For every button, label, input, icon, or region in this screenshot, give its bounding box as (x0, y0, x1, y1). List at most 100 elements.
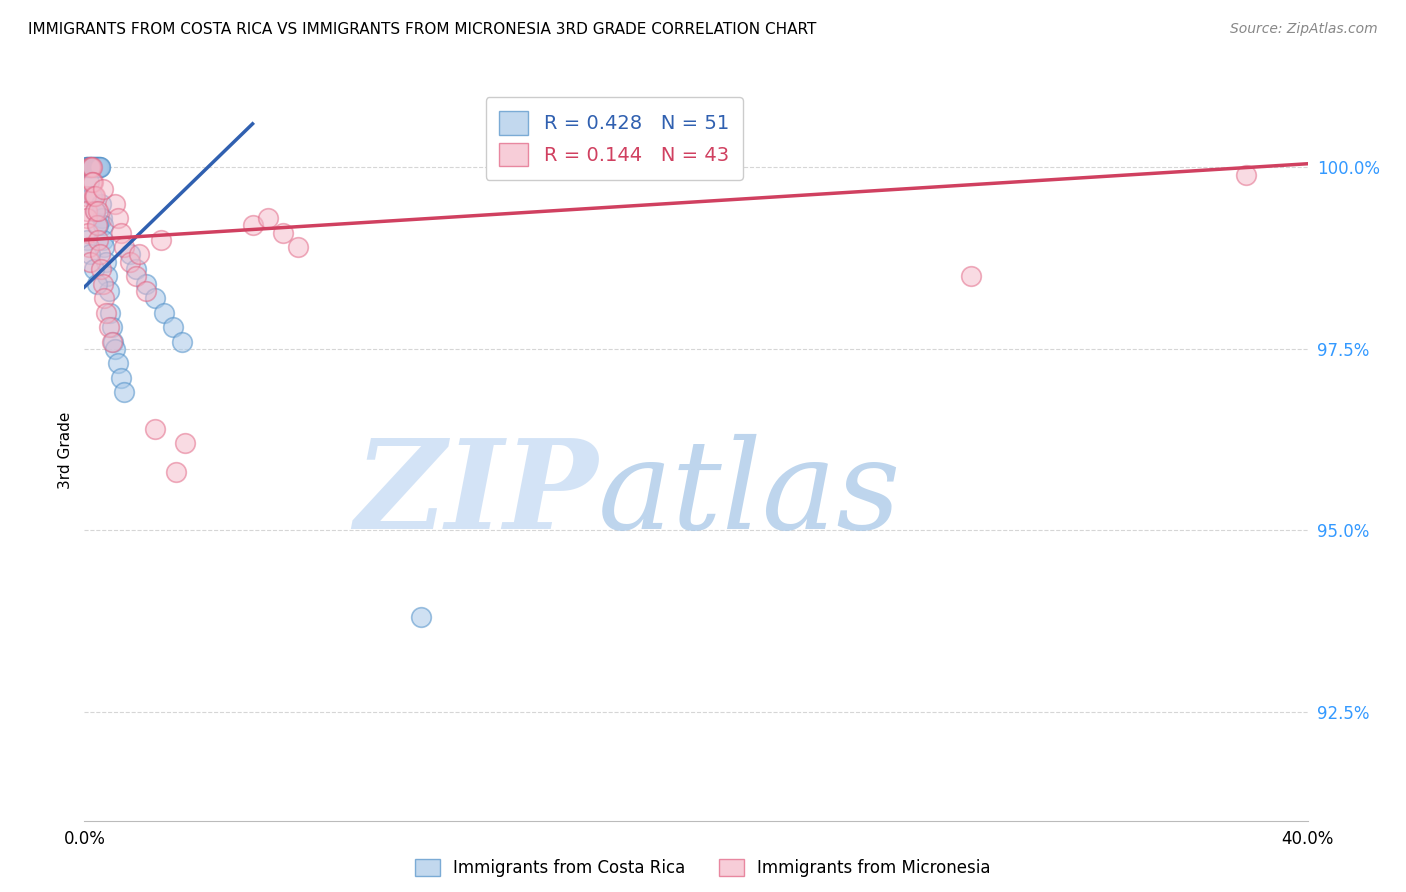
Point (112, 385, 135, 400)
Point (84, 203, 107, 218)
Point (120, 254, 142, 268)
Legend: Immigrants from Costa Rica, Immigrants from Micronesia: Immigrants from Costa Rica, Immigrants f… (409, 852, 997, 884)
Point (110, 371, 132, 385)
Point (172, 334, 194, 349)
Point (94, 305, 117, 319)
Point (104, 196, 127, 211)
Point (93, 240, 115, 254)
Point (98, 305, 121, 319)
Point (77, 240, 100, 254)
Y-axis label: 3rd Grade: 3rd Grade (58, 412, 73, 489)
Point (97, 284, 120, 298)
Point (91, 277, 114, 291)
Point (143, 291, 166, 305)
Point (135, 277, 157, 291)
Point (96, 269, 118, 284)
Point (86, 219, 108, 233)
Point (87, 203, 110, 218)
Point (76, 161, 98, 175)
Point (83, 262, 105, 277)
Point (87, 219, 110, 233)
Point (80, 161, 103, 175)
Point (83, 161, 105, 175)
Point (120, 247, 142, 261)
Point (79, 161, 101, 175)
Point (143, 422, 166, 436)
Point (86, 161, 108, 175)
Point (112, 240, 135, 254)
Point (107, 356, 129, 370)
Point (101, 320, 124, 334)
Point (83, 161, 105, 175)
Point (76, 161, 98, 175)
Point (79, 161, 101, 175)
Point (75, 161, 97, 175)
Point (94, 254, 117, 268)
Point (409, 610, 432, 624)
Point (89, 161, 111, 175)
Point (84, 189, 107, 203)
Point (84, 203, 107, 218)
Point (83, 189, 105, 203)
Point (79, 247, 101, 261)
Point (174, 436, 197, 450)
Point (135, 284, 157, 298)
Point (84, 161, 107, 175)
Point (87, 233, 110, 247)
Point (89, 161, 111, 175)
Point (91, 219, 114, 233)
Point (149, 233, 172, 247)
Point (76, 211, 98, 226)
Point (76, 203, 98, 218)
Point (257, 211, 280, 226)
Point (80, 161, 103, 175)
Point (101, 334, 124, 349)
Point (82, 161, 104, 175)
Point (86, 277, 108, 291)
Point (93, 291, 115, 305)
Point (82, 175, 104, 189)
Point (97, 320, 120, 334)
Point (271, 226, 294, 240)
Point (125, 269, 148, 284)
Point (128, 247, 150, 261)
Point (287, 240, 309, 254)
Point (80, 161, 103, 175)
Text: atlas: atlas (598, 434, 901, 556)
Point (84, 161, 107, 175)
Point (86, 161, 108, 175)
Point (90, 196, 112, 211)
Point (89, 247, 111, 261)
Point (77, 161, 100, 175)
Point (125, 262, 148, 277)
Point (165, 465, 187, 479)
Point (153, 305, 176, 319)
Text: IMMIGRANTS FROM COSTA RICA VS IMMIGRANTS FROM MICRONESIA 3RD GRADE CORRELATION C: IMMIGRANTS FROM COSTA RICA VS IMMIGRANTS… (28, 22, 817, 37)
Point (75, 189, 97, 203)
Point (104, 342, 127, 356)
Point (77, 175, 100, 189)
Point (91, 182, 114, 196)
Point (79, 254, 101, 268)
Point (242, 219, 264, 233)
Point (80, 175, 103, 189)
Point (87, 161, 110, 175)
Point (80, 189, 103, 203)
Point (76, 233, 98, 247)
Point (110, 226, 132, 240)
Point (91, 211, 114, 226)
Point (960, 269, 983, 284)
Point (80, 161, 103, 175)
Point (162, 320, 184, 334)
Point (90, 262, 112, 277)
Point (77, 226, 100, 240)
Point (79, 161, 101, 175)
Point (87, 161, 110, 175)
Legend: R = 0.428   N = 51, R = 0.144   N = 43: R = 0.428 N = 51, R = 0.144 N = 43 (485, 97, 742, 180)
Point (1236, 168, 1258, 182)
Point (77, 161, 100, 175)
Text: ZIP: ZIP (354, 434, 598, 556)
Point (91, 233, 114, 247)
Text: Source: ZipAtlas.com: Source: ZipAtlas.com (1230, 22, 1378, 37)
Point (103, 334, 125, 349)
